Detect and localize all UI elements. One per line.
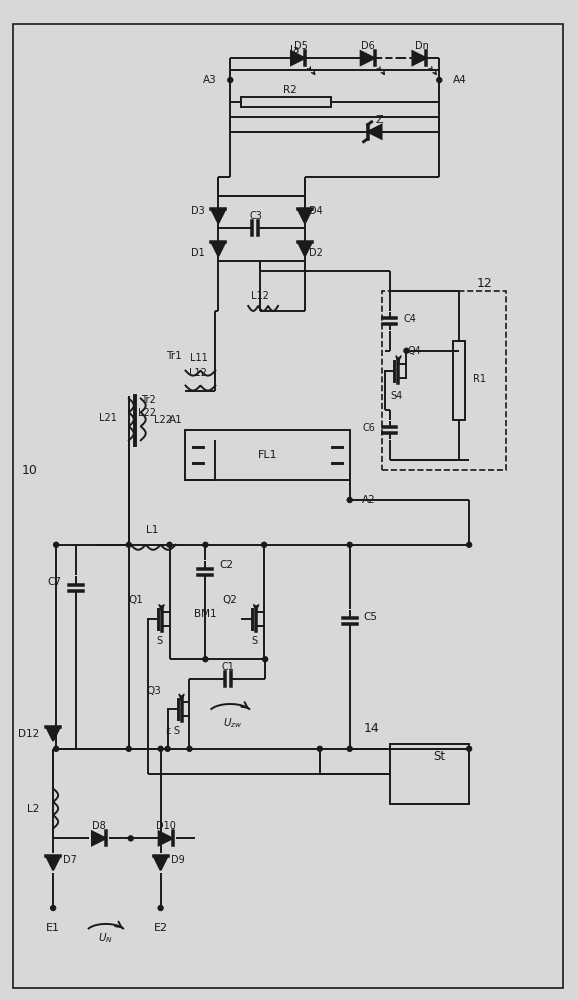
- Circle shape: [54, 542, 58, 547]
- Text: C7: C7: [47, 577, 61, 587]
- Polygon shape: [46, 727, 60, 741]
- Text: D4: D4: [309, 206, 323, 216]
- Circle shape: [404, 348, 409, 353]
- Text: C6: C6: [363, 423, 376, 433]
- Text: Tr1: Tr1: [165, 351, 181, 361]
- Circle shape: [347, 746, 352, 751]
- Text: S: S: [251, 636, 257, 646]
- Text: D2: D2: [309, 248, 323, 258]
- Polygon shape: [46, 856, 60, 870]
- Text: D10: D10: [155, 821, 176, 831]
- Text: C2: C2: [219, 560, 234, 570]
- Text: Q3: Q3: [146, 686, 161, 696]
- Text: A3: A3: [203, 75, 216, 85]
- Circle shape: [126, 746, 131, 751]
- Text: Dn: Dn: [416, 41, 429, 51]
- Text: Q1: Q1: [128, 595, 143, 605]
- Text: L12: L12: [251, 291, 269, 301]
- Polygon shape: [212, 209, 225, 223]
- Text: E1: E1: [46, 923, 60, 933]
- Circle shape: [317, 746, 323, 751]
- Text: L2: L2: [27, 804, 39, 814]
- Text: A1: A1: [169, 415, 183, 425]
- Text: R1: R1: [473, 374, 486, 384]
- Text: L22: L22: [138, 408, 155, 418]
- Bar: [186, 430, 350, 480]
- Circle shape: [187, 746, 192, 751]
- Bar: [242, 97, 331, 107]
- Text: S: S: [157, 636, 162, 646]
- Text: D7: D7: [63, 855, 77, 865]
- Text: 10: 10: [21, 464, 37, 477]
- Text: C5: C5: [364, 612, 377, 622]
- Text: S: S: [173, 726, 180, 736]
- Polygon shape: [291, 51, 305, 65]
- Circle shape: [126, 542, 131, 547]
- Bar: [381, 291, 506, 470]
- Text: Ia: Ia: [290, 45, 299, 55]
- Polygon shape: [368, 125, 381, 139]
- Circle shape: [262, 657, 268, 662]
- Circle shape: [203, 657, 208, 662]
- Polygon shape: [154, 856, 168, 870]
- Text: L11: L11: [190, 353, 208, 363]
- Polygon shape: [158, 831, 173, 845]
- Circle shape: [466, 542, 472, 547]
- Text: S4: S4: [390, 391, 403, 401]
- Text: $U_{zw}$: $U_{zw}$: [223, 716, 242, 730]
- Text: D8: D8: [92, 821, 106, 831]
- Text: D6: D6: [361, 41, 375, 51]
- Circle shape: [347, 542, 352, 547]
- Polygon shape: [413, 51, 427, 65]
- Bar: [390, 744, 469, 804]
- Circle shape: [203, 542, 208, 547]
- Text: 12: 12: [477, 277, 493, 290]
- Circle shape: [128, 836, 134, 841]
- Text: Q4: Q4: [407, 346, 421, 356]
- Text: Tr2: Tr2: [141, 395, 155, 405]
- Circle shape: [262, 542, 266, 547]
- Text: L21: L21: [99, 413, 117, 423]
- Polygon shape: [212, 242, 225, 256]
- Text: A4: A4: [453, 75, 467, 85]
- Circle shape: [167, 542, 172, 547]
- Circle shape: [54, 746, 58, 751]
- Circle shape: [158, 746, 163, 751]
- Circle shape: [228, 78, 233, 83]
- Circle shape: [51, 906, 55, 911]
- Text: C4: C4: [403, 314, 416, 324]
- Circle shape: [437, 78, 442, 83]
- Polygon shape: [92, 831, 106, 845]
- Polygon shape: [361, 51, 375, 65]
- Circle shape: [158, 906, 163, 911]
- Text: L22: L22: [154, 415, 172, 425]
- Text: A2: A2: [362, 495, 375, 505]
- Polygon shape: [298, 242, 312, 256]
- Text: D3: D3: [191, 206, 205, 216]
- Text: C3: C3: [250, 211, 262, 221]
- Text: L12: L12: [190, 368, 208, 378]
- Text: Q2: Q2: [223, 595, 238, 605]
- Text: C1: C1: [222, 662, 235, 672]
- Text: D9: D9: [171, 855, 184, 865]
- Text: Z: Z: [376, 115, 383, 125]
- Text: ε: ε: [165, 726, 171, 736]
- Circle shape: [466, 746, 472, 751]
- Text: St: St: [434, 750, 445, 763]
- Text: BM1: BM1: [194, 609, 217, 619]
- Polygon shape: [298, 209, 312, 223]
- Text: E2: E2: [154, 923, 168, 933]
- Text: D12: D12: [18, 729, 39, 739]
- Circle shape: [347, 498, 352, 502]
- Bar: [453, 341, 465, 420]
- Text: D5: D5: [294, 41, 308, 51]
- Circle shape: [165, 746, 170, 751]
- Text: 14: 14: [364, 722, 380, 735]
- Text: R2: R2: [283, 85, 297, 95]
- Text: FL1: FL1: [258, 450, 278, 460]
- Text: L1: L1: [146, 525, 159, 535]
- Text: D1: D1: [191, 248, 205, 258]
- Text: $U_N$: $U_N$: [98, 931, 113, 945]
